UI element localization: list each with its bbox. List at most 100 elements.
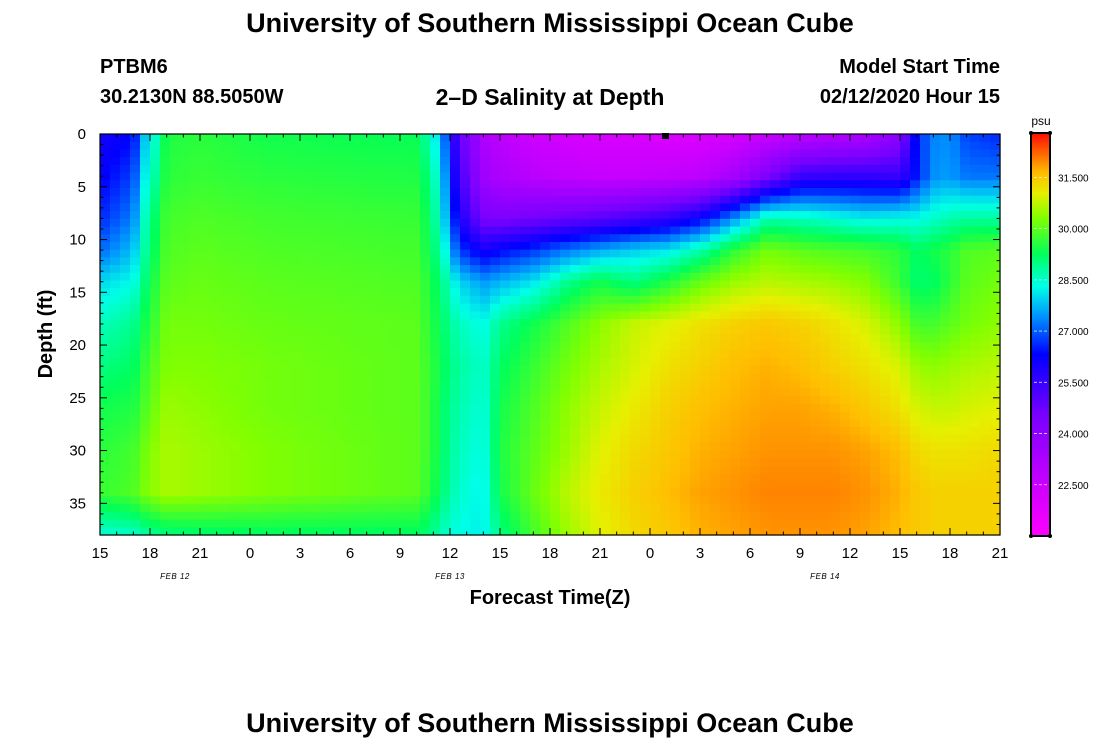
heatmap-cell [190,234,201,243]
heatmap-cell [890,450,901,459]
heatmap-cell [750,504,761,513]
heatmap-cell [870,434,881,444]
heatmap-cell [210,326,221,336]
heatmap-cell [340,396,351,405]
heatmap-cell [570,396,581,405]
heatmap-cell [530,226,541,235]
heatmap-cell [450,265,461,274]
heatmap-cell [470,496,481,505]
heatmap-cell [670,141,681,151]
heatmap-cell [680,319,691,328]
heatmap-cell [930,519,941,528]
heatmap-cell [680,141,691,151]
heatmap-cell [450,157,461,166]
heatmap-cell [250,527,261,536]
heatmap-cell [600,349,611,359]
heatmap-cell [790,488,801,498]
heatmap-cell [330,427,341,436]
heatmap-cell [590,288,601,297]
heatmap-cell [580,195,591,204]
heatmap-cell [380,249,391,258]
colorbar-unit-label: psu [1031,114,1050,128]
heatmap-cell [480,442,491,451]
heatmap-cell [100,257,111,266]
heatmap-cell [470,241,481,251]
heatmap-cell [640,226,651,235]
heatmap-cell [530,411,541,420]
heatmap-cell [800,411,811,420]
heatmap-cell [510,357,521,366]
heatmap-cell [290,203,301,212]
heatmap-cell [370,241,381,251]
heatmap-cell [330,334,341,343]
heatmap-cell [600,411,611,420]
heatmap-cell [310,203,321,212]
heatmap-cell [870,388,881,397]
heatmap-cell [570,172,581,181]
heatmap-cell [570,419,581,428]
heatmap-cell [550,496,561,505]
heatmap-cell [700,149,711,158]
heatmap-cell [830,511,841,521]
heatmap-cell [480,157,491,166]
heatmap-cell [820,149,831,158]
heatmap-cell [320,488,331,498]
heatmap-cell [410,234,421,243]
heatmap-cell [510,396,521,405]
heatmap-cell [350,272,361,282]
heatmap-cell [960,427,971,436]
heatmap-cell [380,504,391,513]
heatmap-cell [920,249,931,258]
heatmap-cell [150,303,161,312]
heatmap-cell [580,211,591,220]
heatmap-cell [910,396,921,405]
heatmap-cell [800,272,811,282]
heatmap-cell [310,519,321,528]
heatmap-cell [240,303,251,312]
heatmap-cell [890,473,901,482]
heatmap-cell [170,187,181,197]
heatmap-cell [510,134,521,143]
heatmap-cell [660,187,671,197]
heatmap-cell [150,427,161,436]
heatmap-cell [110,295,121,305]
heatmap-cell [850,234,861,243]
heatmap-cell [460,295,471,305]
heatmap-cell [820,519,831,528]
heatmap-cell [290,473,301,482]
heatmap-cell [310,481,321,490]
heatmap-cell [250,303,261,312]
heatmap-cell [390,357,401,366]
heatmap-cell [730,249,741,258]
heatmap-cell [370,149,381,158]
heatmap-cell [780,195,791,204]
heatmap-cell [560,473,571,482]
heatmap-cell [210,319,221,328]
heatmap-cell [120,411,131,420]
heatmap-cell [400,342,411,351]
heatmap-cell [130,311,141,320]
heatmap-cell [230,172,241,181]
heatmap-cell [740,326,751,336]
heatmap-cell [730,141,741,151]
heatmap-cell [120,141,131,151]
heatmap-cell [780,411,791,420]
heatmap-cell [350,342,361,351]
heatmap-cell [980,211,991,220]
heatmap-cell [500,334,511,343]
heatmap-cell [920,326,931,336]
heatmap-cell [190,465,201,474]
heatmap-cell [470,427,481,436]
heatmap-cell [830,149,841,158]
heatmap-cell [880,511,891,521]
y-tick-label: 25 [69,390,86,407]
heatmap-cell [540,380,551,390]
heatmap-cell [370,257,381,266]
heatmap-cell [360,326,371,336]
heatmap-cell [570,519,581,528]
heatmap-cell [440,434,451,444]
heatmap-cell [240,496,251,505]
heatmap-cell [720,180,731,189]
heatmap-cell [280,496,291,505]
heatmap-cell [590,396,601,405]
